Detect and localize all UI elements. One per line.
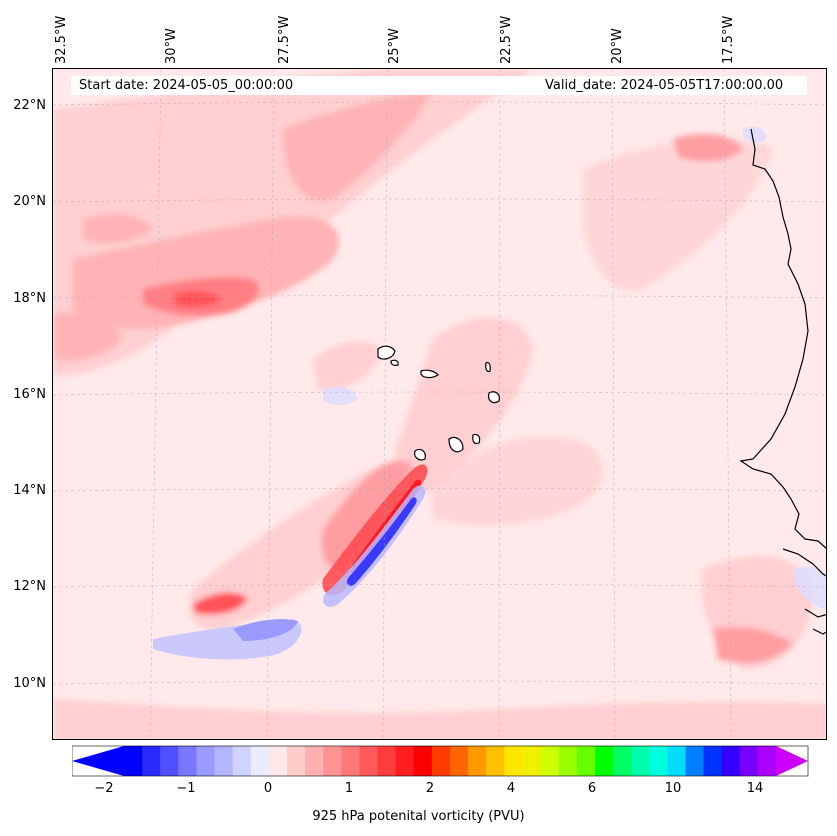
- colorbar-cell: [649, 746, 668, 776]
- colorbar-cell: [268, 746, 288, 776]
- map-panel[interactable]: [52, 68, 827, 740]
- colorbar-cell: [576, 746, 596, 776]
- colorbar-label: 925 hPa potenital vorticity (PVU): [312, 809, 525, 824]
- pv-contours-positive: [53, 69, 826, 739]
- colorbar-tick: 2: [425, 781, 435, 796]
- colorbar: [72, 745, 809, 777]
- lon-label-30w: 30°W: [164, 28, 179, 64]
- pv-dipole-filament: [153, 464, 428, 660]
- cape-verde-islands: [377, 345, 500, 461]
- lat-label-16n: 16°N: [13, 387, 46, 402]
- colorbar-cell: [124, 746, 143, 776]
- colorbar-tick: −1: [176, 781, 196, 796]
- lon-label-27-5w: 27.5°W: [277, 15, 292, 64]
- pv-contours-negative: [323, 126, 826, 609]
- colorbar-cell: [413, 746, 433, 776]
- colorbar-cell: [667, 746, 686, 776]
- pv-field-map: [53, 69, 826, 739]
- colorbar-cell: [631, 746, 650, 776]
- colorbar-cell: [214, 746, 234, 776]
- colorbar-tick: 0: [263, 781, 273, 796]
- lon-label-32-5w: 32.5°W: [54, 15, 69, 64]
- lat-label-12n: 12°N: [13, 579, 46, 594]
- lat-label-14n: 14°N: [13, 483, 46, 498]
- colorbar-cell: [250, 746, 270, 776]
- colorbar-cell: [757, 746, 777, 776]
- colorbar-cell: [305, 746, 324, 776]
- colorbar-cell: [468, 746, 487, 776]
- colorbar-extend-high: [776, 746, 808, 776]
- colorbar-cell: [703, 746, 723, 776]
- colorbar-cell: [431, 746, 451, 776]
- colorbar-cell: [160, 746, 179, 776]
- colorbar-cell: [377, 746, 397, 776]
- colorbar-cell: [594, 746, 614, 776]
- lon-label-20w: 20°W: [610, 28, 625, 64]
- colorbar-cell: [685, 746, 705, 776]
- colorbar-cell: [359, 746, 379, 776]
- lat-label-10n: 10°N: [13, 676, 46, 691]
- colorbar-tick: 4: [506, 781, 516, 796]
- colorbar-tick: 10: [664, 781, 682, 796]
- colorbar-outline: [72, 745, 809, 777]
- colorbar-cell: [486, 746, 505, 776]
- colorbar-cell: [196, 746, 216, 776]
- header-strip: [71, 76, 807, 95]
- colorbar-cell: [178, 746, 197, 776]
- colorbar-cell: [287, 746, 306, 776]
- lat-label-22n: 22°N: [13, 98, 46, 113]
- valid-date-label: Valid_date: 2024-05-05T17:00:00.00: [545, 78, 784, 93]
- colorbar-cell: [504, 746, 523, 776]
- graticule: [53, 69, 826, 739]
- start-date-label: Start date: 2024-05-05_00:00:00: [79, 78, 294, 93]
- lon-label-17-5w: 17.5°W: [721, 15, 736, 64]
- colorbar-cell: [341, 746, 360, 776]
- colorbar-cell: [739, 746, 759, 776]
- lat-label-18n: 18°N: [13, 291, 46, 306]
- lon-label-25w: 25°W: [387, 28, 402, 64]
- lon-label-22-5w: 22.5°W: [499, 15, 514, 64]
- colorbar-tick: 1: [344, 781, 354, 796]
- colorbar-tick: −2: [94, 781, 114, 796]
- colorbar-cells: [124, 746, 777, 776]
- colorbar-tick: 6: [587, 781, 597, 796]
- colorbar-cell: [232, 746, 252, 776]
- colorbar-cell: [613, 746, 632, 776]
- lat-label-20n: 20°N: [13, 194, 46, 209]
- colorbar-cell: [721, 746, 741, 776]
- colorbar-cell: [558, 746, 578, 776]
- colorbar-cell: [540, 746, 560, 776]
- colorbar-cell: [142, 746, 161, 776]
- colorbar-tick: 14: [746, 781, 764, 796]
- colorbar-extend-low: [72, 746, 124, 776]
- colorbar-cell: [450, 746, 469, 776]
- coastline: [739, 128, 826, 635]
- colorbar-cell: [323, 746, 342, 776]
- colorbar-cell: [395, 746, 415, 776]
- colorbar-cell: [522, 746, 542, 776]
